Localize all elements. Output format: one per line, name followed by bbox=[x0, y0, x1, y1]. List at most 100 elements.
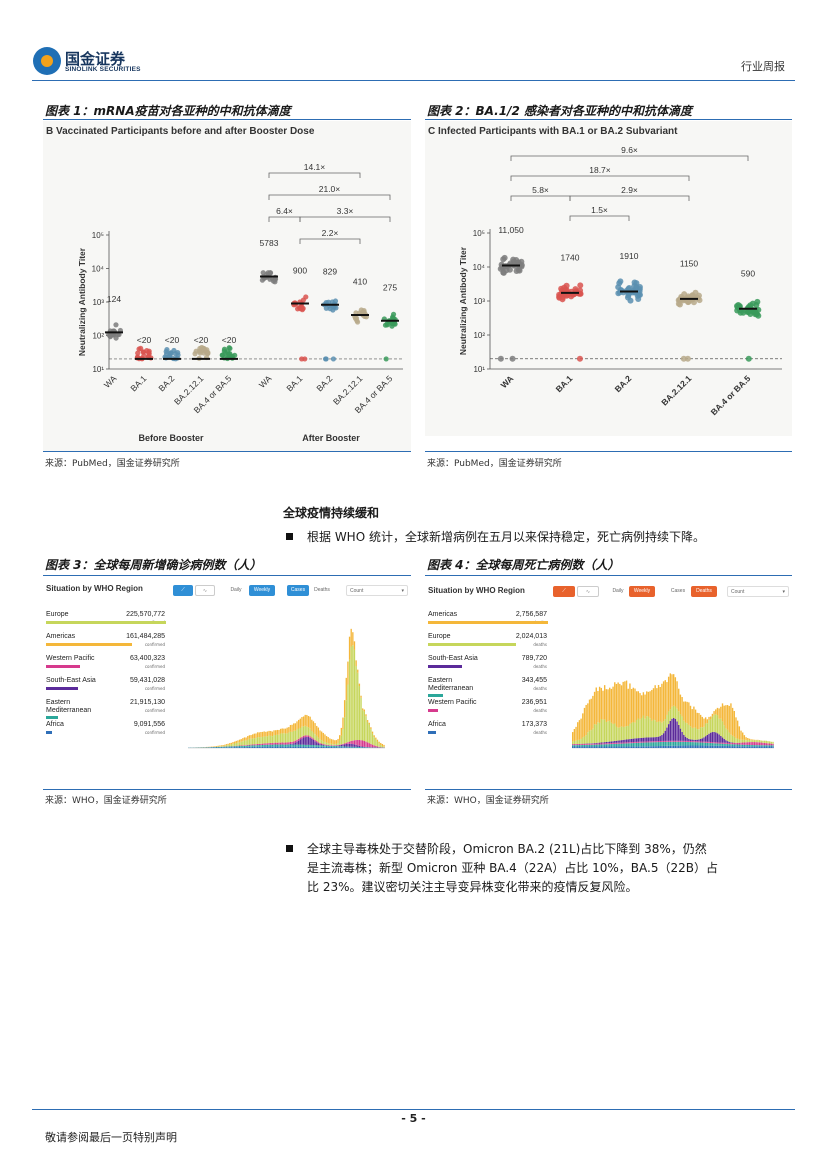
stacked-bar-segment bbox=[718, 743, 720, 746]
stacked-bar-segment bbox=[366, 720, 369, 722]
region-value: 21,915,130 bbox=[129, 699, 165, 706]
stacked-bar-segment bbox=[610, 741, 613, 744]
stacked-bar-segment bbox=[337, 747, 339, 748]
stacked-bar-segment bbox=[617, 727, 619, 741]
stacked-bar-segment bbox=[366, 721, 369, 743]
stacked-bar-segment bbox=[588, 743, 591, 745]
stacked-bar-segment bbox=[659, 746, 661, 748]
stacked-bar-segment bbox=[583, 743, 586, 745]
stacked-bar-segment bbox=[614, 740, 616, 743]
fig4-line-icon-button[interactable]: ∿ bbox=[577, 586, 599, 597]
fig3-weekly-toggle[interactable]: Weekly bbox=[249, 585, 275, 596]
stacked-bar-segment bbox=[762, 742, 764, 746]
stacked-bar-segment bbox=[316, 725, 318, 736]
stacked-bar-segment bbox=[615, 746, 618, 748]
stacked-bar-segment bbox=[252, 746, 254, 748]
fig4-chart-icon-button[interactable]: ⟋ bbox=[553, 586, 575, 597]
stacked-bar-segment bbox=[582, 746, 584, 748]
stacked-bar-segment bbox=[603, 685, 606, 720]
fig4-weekly-toggle[interactable]: Weekly bbox=[629, 586, 655, 597]
stacked-bar-segment bbox=[647, 746, 650, 748]
data-label: <20 bbox=[222, 335, 237, 345]
stacked-bar-segment bbox=[260, 743, 262, 746]
stacked-bar-segment bbox=[317, 745, 320, 747]
stacked-bar-segment bbox=[637, 691, 640, 719]
stacked-bar-segment bbox=[337, 743, 339, 746]
stacked-bar-segment bbox=[255, 744, 257, 746]
stacked-bar-segment bbox=[276, 734, 278, 743]
fig3-cases-toggle[interactable]: Cases bbox=[287, 585, 309, 596]
fig4-count-select[interactable]: Count ▾ bbox=[727, 586, 789, 597]
stacked-bar-segment bbox=[252, 745, 254, 747]
data-point bbox=[113, 322, 119, 328]
fig3-deaths-toggle[interactable]: Deaths bbox=[314, 587, 330, 593]
stacked-bar-segment bbox=[327, 744, 329, 746]
comparison-bracket bbox=[299, 216, 391, 222]
stacked-bar-segment bbox=[667, 711, 670, 725]
stacked-bar-segment bbox=[263, 731, 265, 737]
stacked-bar-segment bbox=[666, 745, 668, 748]
region-bar bbox=[46, 716, 58, 719]
fig4-cases-toggle[interactable]: Cases bbox=[670, 588, 686, 594]
stacked-bar-segment bbox=[735, 717, 737, 739]
stacked-bar-segment bbox=[669, 709, 672, 721]
stacked-bar-segment bbox=[312, 732, 315, 739]
stacked-bar-segment bbox=[686, 723, 688, 739]
fig3-chart-icon-button[interactable]: ⟋ bbox=[173, 585, 193, 596]
stacked-bar-segment bbox=[260, 745, 262, 747]
region-bar bbox=[428, 731, 436, 734]
stacked-bar-segment bbox=[302, 737, 305, 745]
stacked-bar-segment bbox=[710, 745, 712, 748]
stacked-bar-segment bbox=[730, 744, 732, 747]
fig4-daily-toggle[interactable]: Daily bbox=[612, 588, 624, 594]
stacked-bar-segment bbox=[337, 745, 339, 747]
stacked-bar-segment bbox=[614, 682, 616, 724]
stacked-bar-segment bbox=[337, 746, 339, 748]
stacked-bar-segment bbox=[673, 745, 675, 748]
stacked-bar-segment bbox=[678, 745, 680, 748]
stacked-bar-segment bbox=[688, 745, 690, 748]
stacked-bar-segment bbox=[699, 745, 702, 748]
region-name: Americas bbox=[428, 611, 458, 618]
stacked-bar-segment bbox=[681, 740, 683, 742]
stacked-bar-segment bbox=[582, 713, 584, 738]
stacked-bar-segment bbox=[595, 724, 597, 743]
stacked-bar-segment bbox=[634, 742, 636, 747]
stacked-bar-segment bbox=[219, 746, 221, 748]
stacked-bar-segment bbox=[360, 746, 362, 748]
stacked-bar-segment bbox=[679, 740, 682, 742]
stacked-bar-segment bbox=[355, 747, 357, 748]
fig3-daily-toggle[interactable]: Daily bbox=[230, 587, 242, 593]
fig4-deaths-toggle[interactable]: Deaths bbox=[691, 586, 717, 597]
stacked-bar-segment bbox=[311, 744, 313, 747]
stacked-bar-segment bbox=[669, 745, 672, 748]
stacked-bar-segment bbox=[644, 737, 646, 742]
stacked-bar-segment bbox=[728, 705, 730, 733]
stacked-bar-segment bbox=[706, 741, 709, 743]
stacked-bar-segment bbox=[347, 743, 349, 747]
comparison-bracket bbox=[510, 195, 571, 201]
stacked-bar-segment bbox=[334, 747, 336, 748]
stacked-bar-segment bbox=[363, 709, 365, 712]
stacked-bar-segment bbox=[306, 714, 308, 727]
stacked-bar-segment bbox=[256, 746, 259, 748]
fig3-count-select[interactable]: Count ▾ bbox=[346, 585, 408, 596]
fig4-chart bbox=[572, 673, 774, 749]
stacked-bar-segment bbox=[659, 687, 661, 722]
comparison-bracket bbox=[569, 195, 690, 201]
stacked-bar-segment bbox=[753, 740, 756, 743]
stacked-bar-segment bbox=[747, 746, 749, 748]
stacked-bar-segment bbox=[245, 745, 247, 748]
stacked-bar-segment bbox=[745, 742, 747, 745]
stacked-bar-segment bbox=[676, 681, 678, 709]
stacked-bar-segment bbox=[227, 745, 229, 747]
stacked-bar-segment bbox=[657, 721, 660, 737]
stacked-bar-segment bbox=[723, 745, 725, 748]
fig3-line-icon-button[interactable]: ∿ bbox=[195, 585, 215, 596]
stacked-bar-segment bbox=[312, 739, 315, 745]
data-point bbox=[197, 350, 203, 356]
stacked-bar-segment bbox=[352, 632, 354, 646]
stacked-bar-segment bbox=[730, 742, 732, 743]
region-bar bbox=[428, 694, 443, 697]
stacked-bar-segment bbox=[314, 740, 316, 742]
